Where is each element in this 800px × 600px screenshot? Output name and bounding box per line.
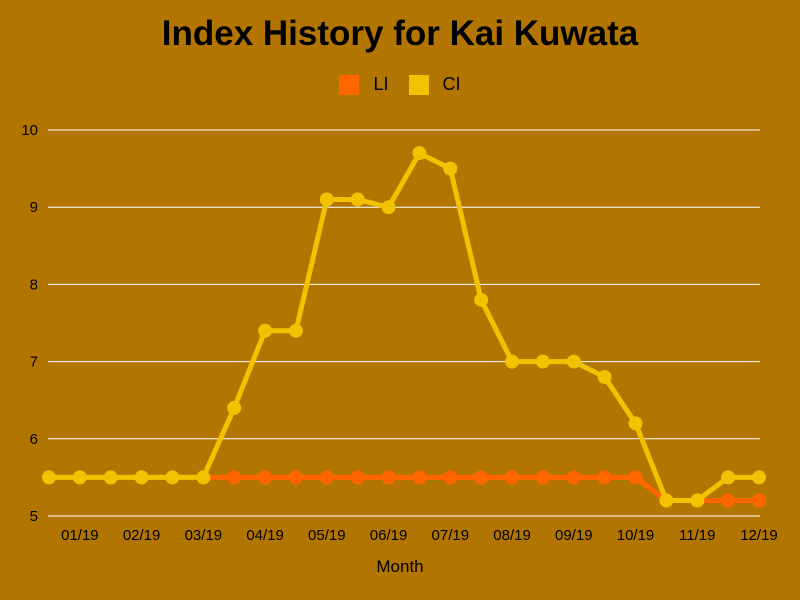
data-point-ci-8 xyxy=(288,323,303,338)
y-tick-label-9: 9 xyxy=(30,199,38,216)
x-tick-label-01-19: 01/19 xyxy=(61,527,99,544)
data-point-ci-14 xyxy=(474,292,489,307)
x-tick-label-10-19: 10/19 xyxy=(617,527,655,544)
legend-label-li: LI xyxy=(373,74,389,94)
data-point-ci-11 xyxy=(381,200,396,215)
data-point-ci-5 xyxy=(196,470,211,485)
x-tick-label-02-19: 02/19 xyxy=(123,527,161,544)
y-tick-label-8: 8 xyxy=(30,276,38,293)
x-tick-label-11-19: 11/19 xyxy=(679,527,715,544)
data-point-li-7 xyxy=(258,470,273,485)
legend-item-li[interactable]: LI xyxy=(339,74,389,95)
data-point-li-14 xyxy=(474,470,489,485)
y-tick-label-6: 6 xyxy=(30,431,38,448)
data-point-ci-1 xyxy=(72,470,87,485)
data-point-li-18 xyxy=(597,470,612,485)
x-tick-label-12-19: 12/19 xyxy=(740,527,778,544)
x-axis-title: Month xyxy=(376,557,423,576)
data-point-ci-9 xyxy=(319,192,334,207)
data-point-li-13 xyxy=(443,470,458,485)
data-point-ci-4 xyxy=(165,470,180,485)
data-point-ci-7 xyxy=(258,323,273,338)
x-tick-label-05-19: 05/19 xyxy=(308,527,346,544)
x-tick-label-08-19: 08/19 xyxy=(493,527,531,544)
data-point-li-12 xyxy=(412,470,427,485)
x-tick-label-09-19: 09/19 xyxy=(555,527,593,544)
data-point-li-11 xyxy=(381,470,396,485)
legend-swatch-li xyxy=(339,74,360,95)
data-point-ci-21 xyxy=(690,493,705,508)
data-point-ci-17 xyxy=(566,354,581,369)
x-tick-label-03-19: 03/19 xyxy=(185,527,223,544)
y-tick-label-7: 7 xyxy=(30,354,38,371)
data-point-ci-16 xyxy=(535,354,550,369)
data-point-li-15 xyxy=(505,470,520,485)
data-point-li-8 xyxy=(288,470,303,485)
data-point-li-16 xyxy=(535,470,550,485)
y-tick-label-10: 10 xyxy=(21,122,38,139)
data-point-li-22 xyxy=(721,493,736,508)
data-point-li-23 xyxy=(752,493,766,508)
x-tick-label-07-19: 07/19 xyxy=(432,527,470,544)
data-point-li-6 xyxy=(227,470,242,485)
series-line-li xyxy=(49,474,759,504)
data-point-ci-10 xyxy=(350,192,365,207)
legend-swatch-ci xyxy=(408,74,429,95)
data-point-ci-6 xyxy=(227,400,242,415)
data-point-ci-2 xyxy=(103,470,118,485)
data-point-li-9 xyxy=(319,470,334,485)
chart-title: Index History for Kai Kuwata xyxy=(161,14,639,53)
x-tick-label-04-19: 04/19 xyxy=(246,527,284,544)
data-point-ci-23 xyxy=(752,470,766,485)
data-point-ci-12 xyxy=(412,146,427,161)
data-point-ci-13 xyxy=(443,161,458,176)
data-point-li-17 xyxy=(566,470,581,485)
data-point-ci-18 xyxy=(597,370,612,385)
data-point-ci-15 xyxy=(505,354,520,369)
data-point-ci-22 xyxy=(721,470,736,485)
y-tick-label-5: 5 xyxy=(30,508,38,525)
legend-item-ci[interactable]: CI xyxy=(408,74,461,95)
data-point-ci-19 xyxy=(628,416,643,431)
legend: LI CI xyxy=(0,74,800,95)
series-line-ci xyxy=(49,150,759,504)
data-point-li-10 xyxy=(350,470,365,485)
data-point-ci-20 xyxy=(659,493,674,508)
data-point-ci-3 xyxy=(134,470,149,485)
x-tick-label-06-19: 06/19 xyxy=(370,527,408,544)
data-point-li-19 xyxy=(628,470,643,485)
data-point-ci-0 xyxy=(42,470,56,485)
legend-label-ci: CI xyxy=(442,74,461,94)
